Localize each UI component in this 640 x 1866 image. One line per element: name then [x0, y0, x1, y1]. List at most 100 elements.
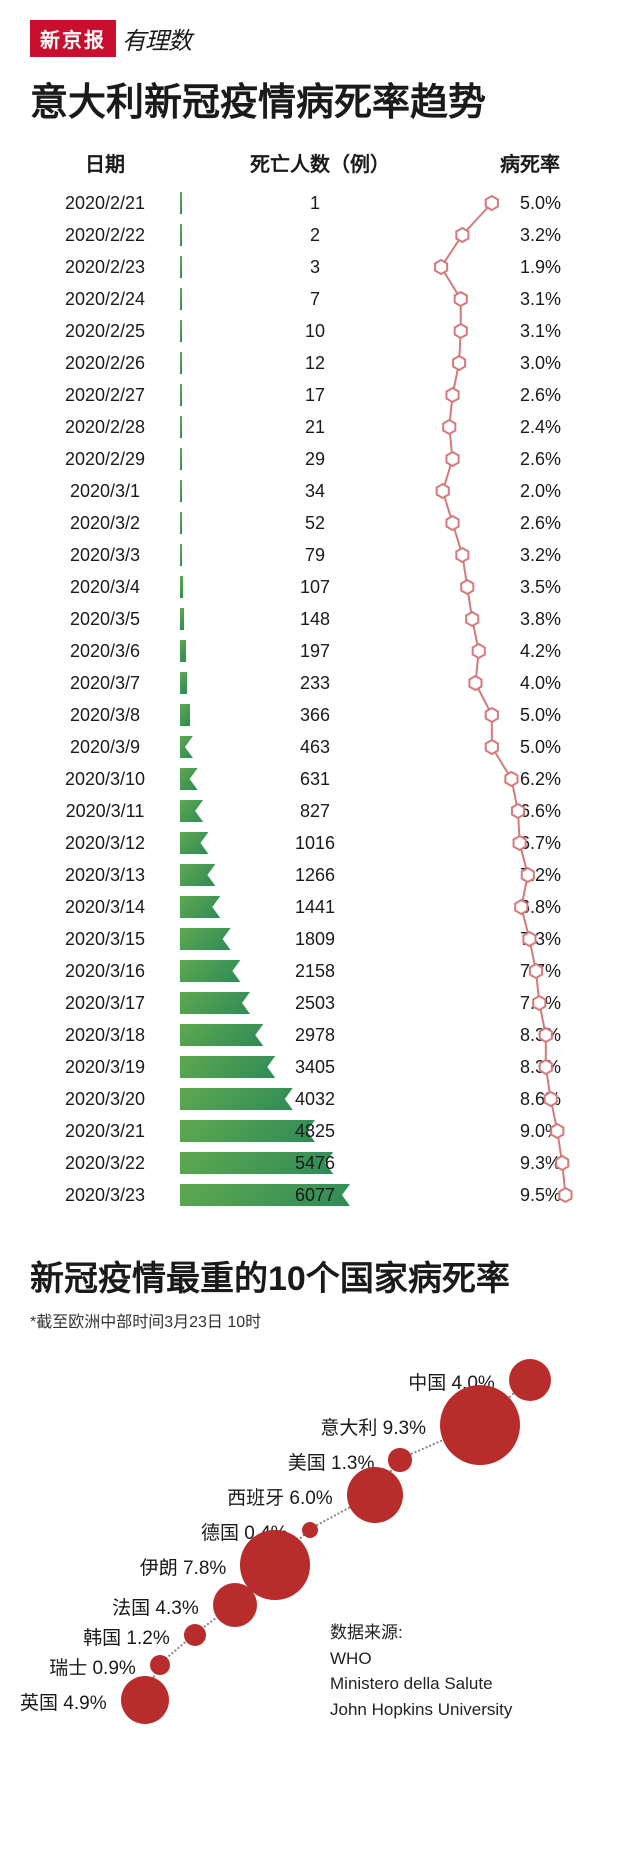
countries-title: 新冠疫情最重的10个国家病死率: [30, 1251, 610, 1300]
table-row: 2020/2/28212.4%: [30, 411, 610, 443]
date-cell: 2020/2/29: [30, 449, 180, 470]
bar-cell: 463: [180, 736, 450, 758]
date-cell: 2020/3/1: [30, 481, 180, 502]
table-row: 2020/3/83665.0%: [30, 699, 610, 731]
bar-cell: 4825: [180, 1120, 450, 1142]
deaths-value: 107: [180, 577, 450, 598]
table-row: 2020/3/1934058.3%: [30, 1051, 610, 1083]
bar-cell: 29: [180, 448, 450, 470]
deaths-value: 1: [180, 193, 450, 214]
rate-value: 8.3%: [450, 1025, 610, 1046]
bar-cell: 52: [180, 512, 450, 534]
country-label: 韩国 1.2%: [83, 1623, 170, 1650]
bar-cell: 3405: [180, 1056, 450, 1078]
date-cell: 2020/2/27: [30, 385, 180, 406]
rate-value: 9.0%: [450, 1121, 610, 1142]
country-bubble: 韩国 1.2%: [184, 1624, 207, 1647]
chart-title: 意大利新冠疫情病死率趋势: [30, 71, 610, 126]
date-cell: 2020/2/21: [30, 193, 180, 214]
bubble-chart: 中国 4.0%意大利 9.3%美国 1.3%西班牙 6.0%德国 0.4%伊朗 …: [30, 1350, 610, 1730]
table-row: 2020/2/27172.6%: [30, 379, 610, 411]
country-label: 伊朗 7.8%: [140, 1553, 227, 1580]
date-cell: 2020/2/23: [30, 257, 180, 278]
deaths-value: 827: [180, 801, 450, 822]
bar-cell: 17: [180, 384, 450, 406]
deaths-value: 233: [180, 673, 450, 694]
date-cell: 2020/3/8: [30, 705, 180, 726]
rate-value: 5.0%: [450, 705, 610, 726]
deaths-value: 3405: [180, 1057, 450, 1078]
table-row: 2020/3/1414416.8%: [30, 891, 610, 923]
table-row: 2020/3/2148259.0%: [30, 1115, 610, 1147]
deaths-value: 2503: [180, 993, 450, 1014]
bubble-circle: [150, 1655, 170, 1675]
deaths-value: 2978: [180, 1025, 450, 1046]
bar-cell: 2: [180, 224, 450, 246]
bar-cell: 107: [180, 576, 450, 598]
date-cell: 2020/2/25: [30, 321, 180, 342]
deaths-value: 1809: [180, 929, 450, 950]
date-cell: 2020/3/11: [30, 801, 180, 822]
bar-cell: 7: [180, 288, 450, 310]
deaths-value: 5476: [180, 1153, 450, 1174]
table-row: 2020/3/2360779.5%: [30, 1179, 610, 1211]
deaths-value: 631: [180, 769, 450, 790]
rate-value: 8.3%: [450, 1057, 610, 1078]
country-label: 法国 4.3%: [112, 1593, 199, 1620]
bar-cell: 10: [180, 320, 450, 342]
bar-cell: 1: [180, 192, 450, 214]
deaths-value: 79: [180, 545, 450, 566]
bar-cell: 1441: [180, 896, 450, 918]
date-cell: 2020/3/14: [30, 897, 180, 918]
bar-cell: 1266: [180, 864, 450, 886]
bar-cell: 5476: [180, 1152, 450, 1174]
bar-cell: 4032: [180, 1088, 450, 1110]
rate-value: 9.5%: [450, 1185, 610, 1206]
bubble-circle: [213, 1583, 258, 1628]
bar-cell: 2158: [180, 960, 450, 982]
rate-value: 3.8%: [450, 609, 610, 630]
deaths-value: 52: [180, 513, 450, 534]
country-label: 意大利 9.3%: [320, 1413, 426, 1440]
table-row: 2020/3/1210166.7%: [30, 827, 610, 859]
date-cell: 2020/3/10: [30, 769, 180, 790]
table-row: 2020/3/2522.6%: [30, 507, 610, 539]
date-cell: 2020/2/24: [30, 289, 180, 310]
rate-value: 2.6%: [450, 513, 610, 534]
bar-cell: 2503: [180, 992, 450, 1014]
deaths-value: 29: [180, 449, 450, 470]
table-row: 2020/3/1312667.2%: [30, 859, 610, 891]
date-cell: 2020/3/16: [30, 961, 180, 982]
rate-value: 2.6%: [450, 385, 610, 406]
date-cell: 2020/3/18: [30, 1025, 180, 1046]
table-row: 2020/2/29292.6%: [30, 443, 610, 475]
table-row: 2020/2/2115.0%: [30, 187, 610, 219]
deaths-value: 10: [180, 321, 450, 342]
bar-cell: 2978: [180, 1024, 450, 1046]
deaths-value: 12: [180, 353, 450, 374]
table-row: 2020/2/2223.2%: [30, 219, 610, 251]
header-date: 日期: [30, 148, 180, 177]
table-row: 2020/3/1621587.7%: [30, 955, 610, 987]
deaths-value: 2158: [180, 961, 450, 982]
date-cell: 2020/3/19: [30, 1057, 180, 1078]
country-label: 英国 4.9%: [20, 1688, 107, 1715]
deaths-value: 463: [180, 737, 450, 758]
bubble-circle: [121, 1676, 170, 1725]
bar-cell: 21: [180, 416, 450, 438]
rate-value: 8.6%: [450, 1089, 610, 1110]
countries-subtitle: *截至欧洲中部时间3月23日 10时: [30, 1308, 610, 1332]
sources-text: 数据来源:WHOMinistero della SaluteJohn Hopki…: [330, 1620, 512, 1722]
table-row: 2020/3/51483.8%: [30, 603, 610, 635]
country-bubble: 意大利 9.3%: [440, 1385, 520, 1465]
rate-value: 3.5%: [450, 577, 610, 598]
rate-value: 1.9%: [450, 257, 610, 278]
deaths-value: 21: [180, 417, 450, 438]
date-cell: 2020/3/6: [30, 641, 180, 662]
bar-cell: 631: [180, 768, 450, 790]
date-cell: 2020/3/13: [30, 865, 180, 886]
bubble-circle: [184, 1624, 207, 1647]
rate-value: 6.7%: [450, 833, 610, 854]
table-row: 2020/3/1518097.3%: [30, 923, 610, 955]
table-row: 2020/3/41073.5%: [30, 571, 610, 603]
